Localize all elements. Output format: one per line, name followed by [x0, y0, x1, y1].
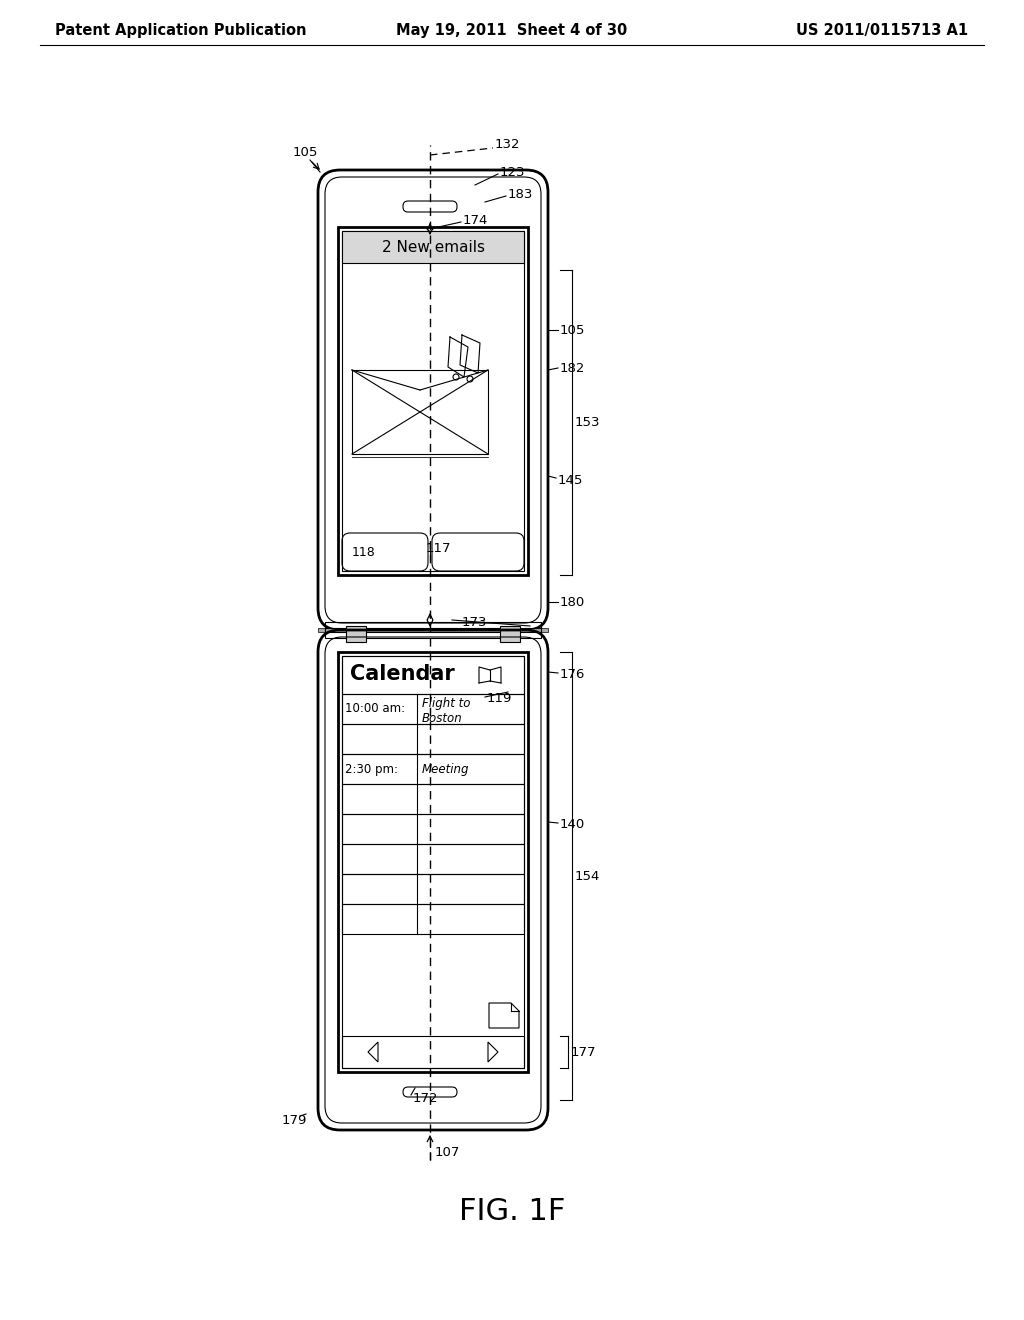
Text: 182: 182	[560, 362, 586, 375]
Bar	[342, 656, 524, 1068]
Bar	[500, 626, 520, 642]
Bar	[318, 628, 548, 632]
Text: Boston: Boston	[422, 713, 463, 726]
Bar	[346, 626, 366, 642]
Bar	[338, 227, 528, 576]
Text: Flight to: Flight to	[422, 697, 470, 710]
Bar	[342, 754, 524, 784]
Text: 118: 118	[352, 545, 376, 558]
Bar	[342, 656, 524, 694]
Text: 176: 176	[560, 668, 586, 681]
Text: US 2011/0115713 A1: US 2011/0115713 A1	[796, 22, 968, 37]
Text: 2:30 pm:: 2:30 pm:	[345, 763, 398, 776]
Bar	[342, 843, 524, 874]
Text: 132: 132	[495, 139, 520, 152]
Text: 105: 105	[560, 323, 586, 337]
Bar	[342, 231, 524, 263]
Text: 172: 172	[413, 1092, 438, 1105]
Text: 123: 123	[500, 165, 525, 178]
Bar	[342, 814, 524, 843]
Text: FIG. 1F: FIG. 1F	[459, 1197, 565, 1226]
Text: 105: 105	[293, 145, 318, 158]
Text: Calendar: Calendar	[350, 664, 455, 684]
Bar	[342, 904, 524, 935]
Bar	[338, 652, 528, 1072]
Text: 2 New emails: 2 New emails	[382, 239, 484, 255]
Text: 179: 179	[282, 1114, 307, 1126]
Text: 145: 145	[558, 474, 584, 487]
Bar	[352, 370, 488, 454]
Bar	[342, 784, 524, 814]
Text: 154: 154	[575, 870, 600, 883]
Text: Meeting: Meeting	[422, 763, 469, 776]
Bar	[325, 628, 541, 638]
Text: 10:00 am:: 10:00 am:	[345, 702, 406, 715]
Bar	[342, 1036, 524, 1068]
Text: 177: 177	[571, 1045, 597, 1059]
Text: 183: 183	[508, 187, 534, 201]
Bar	[342, 694, 524, 723]
Text: 107: 107	[435, 1147, 461, 1159]
Text: 117: 117	[426, 541, 452, 554]
Text: 119: 119	[487, 692, 512, 705]
Text: 153: 153	[575, 416, 600, 429]
Text: Patent Application Publication: Patent Application Publication	[55, 22, 306, 37]
Text: May 19, 2011  Sheet 4 of 30: May 19, 2011 Sheet 4 of 30	[396, 22, 628, 37]
Bar	[342, 231, 524, 572]
Text: 180: 180	[560, 595, 586, 609]
Text: 174: 174	[463, 214, 488, 227]
Text: 173: 173	[462, 615, 487, 628]
Text: 140: 140	[560, 818, 586, 832]
Bar	[325, 622, 541, 632]
Bar	[342, 723, 524, 754]
Bar	[342, 874, 524, 904]
